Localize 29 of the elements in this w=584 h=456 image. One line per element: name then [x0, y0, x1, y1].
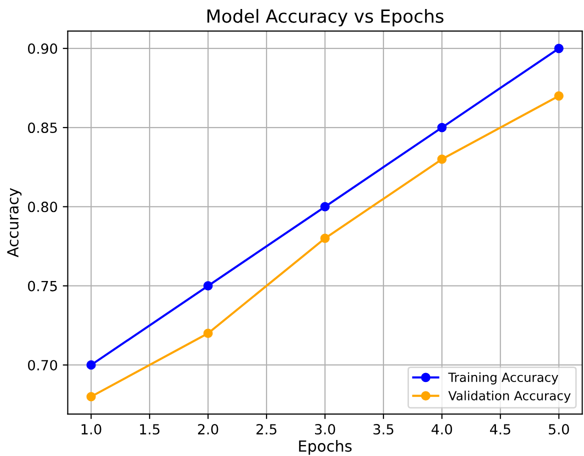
point [554, 91, 564, 101]
x-tick-label: 3.5 [373, 424, 394, 435]
y-tick-label: 0.90 [28, 43, 58, 54]
point [86, 360, 96, 370]
point [203, 328, 213, 338]
x-tick-label: 4.0 [432, 424, 452, 435]
point [320, 234, 330, 244]
y-axis-title: Accuracy [7, 188, 22, 258]
point [437, 154, 447, 164]
x-axis-title: Epochs [299, 440, 352, 455]
chart-title: Model Accuracy vs Epochs [207, 8, 444, 26]
x-tick-label: 1.5 [140, 424, 160, 435]
y-tick-label: 0.80 [28, 202, 58, 212]
x-tick-label: 1.0 [82, 424, 102, 435]
legend-label: Training Accuracy [448, 372, 558, 384]
x-tick-label: 2.5 [256, 424, 276, 435]
x-tick-label: 2.0 [198, 424, 218, 435]
point [86, 392, 96, 402]
legend-label: Validation Accuracy [448, 390, 571, 403]
x-tick-label: 4.5 [490, 424, 510, 435]
x-tick-label: 5.0 [548, 424, 569, 435]
y-tick-label: 0.85 [28, 122, 57, 134]
x-tick-label: 3.0 [315, 424, 336, 435]
y-tick-label: 0.75 [28, 280, 57, 292]
y-tick-label: 0.70 [28, 360, 58, 370]
point [320, 202, 330, 212]
point [203, 281, 213, 291]
point [554, 44, 564, 54]
point [437, 122, 447, 132]
